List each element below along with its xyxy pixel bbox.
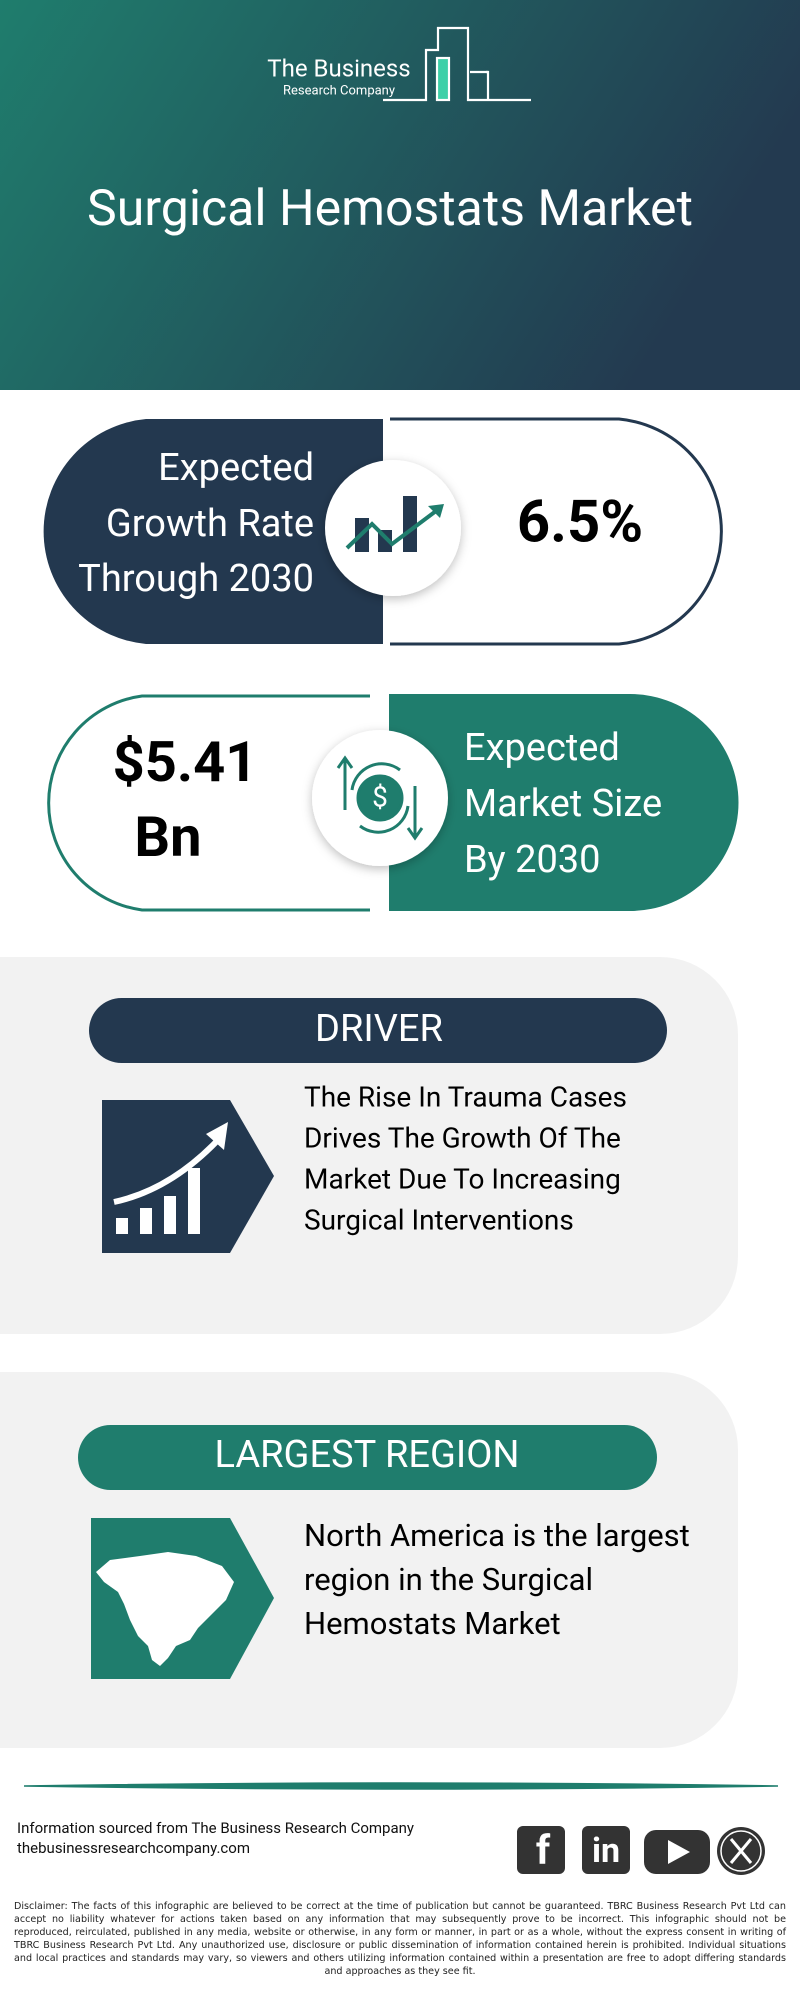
website: thebusinessresearchcompany.com [17, 1839, 250, 1857]
market-icon: $ [336, 755, 424, 841]
region-text-line: Hemostats Market [304, 1605, 561, 1642]
driver-heading: DRIVER [315, 1007, 443, 1051]
market-label-line: By 2030 [464, 838, 601, 882]
x-ring [720, 1830, 762, 1872]
facebook-icon[interactable] [517, 1826, 565, 1874]
market-value: $5.41 Bn [113, 729, 258, 870]
market-label-line: Market Size [464, 782, 662, 826]
driver-text-line: Market Due To Increasing [304, 1162, 621, 1195]
driver-text: The Rise In Trauma Cases Drives The Grow… [304, 1080, 627, 1236]
market-value-line: $5.41 [113, 729, 258, 795]
region-heading-pill [78, 1425, 657, 1490]
region-text-line: region in the Surgical [304, 1561, 593, 1598]
market-pill-left [47, 694, 370, 912]
growth-label: Expected Growth Rate Through 2030 [78, 446, 314, 601]
driver-text-line: Surgical Interventions [304, 1203, 574, 1236]
growth-value: 6.5% [517, 488, 643, 556]
driver-icon [102, 1100, 274, 1253]
driver-heading-pill [89, 998, 667, 1063]
growth-pill-right [390, 417, 723, 646]
logo-mark [383, 26, 531, 102]
separator [23, 1782, 779, 1790]
growth-pill-left [43, 419, 383, 644]
region-icon [91, 1518, 274, 1679]
header-bg [0, 0, 800, 390]
linkedin-icon[interactable] [582, 1826, 630, 1874]
growth-label-line: Through 2030 [78, 557, 314, 601]
growth-icon [345, 496, 444, 552]
disclaimer: Disclaimer: The facts of this infographi… [14, 1901, 786, 1977]
logo-line1: The Business [267, 54, 410, 82]
x-glyph [729, 1838, 753, 1864]
driver-text-line: The Rise In Trauma Cases [304, 1080, 627, 1113]
source: Information sourced from The Business Re… [17, 1819, 414, 1837]
region-text-line: North America is the largest [304, 1517, 690, 1554]
growth-label-line: Expected [158, 446, 314, 490]
market-pill-right [389, 694, 739, 911]
market-label: Expected Market Size By 2030 [464, 726, 662, 882]
market-label-line: Expected [464, 726, 620, 770]
linkedin-letters: in [592, 1831, 620, 1871]
logo-line2: Research Company [283, 83, 395, 98]
growth-label-line: Growth Rate [106, 502, 314, 546]
social-icons: f in [517, 1826, 765, 1875]
page-title: Surgical Hemostats Market [87, 180, 693, 238]
region-heading: LARGEST REGION [215, 1433, 520, 1477]
market-value-line: Bn [134, 804, 201, 870]
driver-text-line: Drives The Growth Of The [304, 1121, 621, 1154]
youtube-play [668, 1840, 690, 1864]
region-text: North America is the largest region in t… [304, 1517, 690, 1642]
growth-icon-circle [325, 460, 461, 596]
facebook-letter: f [536, 1827, 551, 1874]
svg-text:$: $ [372, 780, 388, 813]
